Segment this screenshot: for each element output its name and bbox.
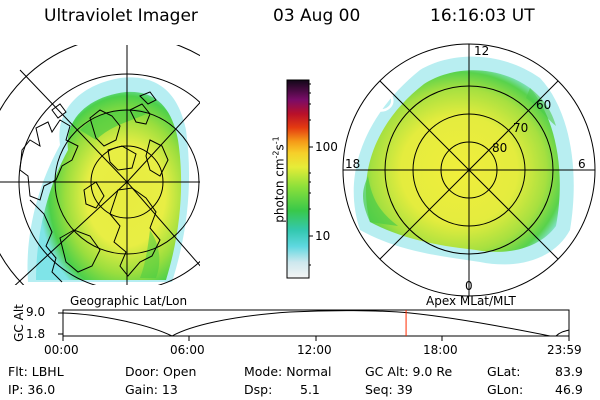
colorbar-axis-label: photon cm-2s-1 [272, 110, 287, 250]
colorbar-unit-sup2: -1 [271, 136, 281, 145]
colorbar-unit-sup1: -2 [271, 150, 281, 159]
time-label: 16:16:03 UT [430, 6, 535, 26]
colorbar-tick-10: 10 [315, 229, 331, 243]
mlt-label-12: 12 [474, 44, 490, 58]
altitude-plot [58, 309, 570, 341]
altitude-curve [62, 310, 570, 337]
ip-status: IP: 36.0 [8, 382, 56, 397]
altitude-ytick-min: 1.8 [26, 327, 46, 341]
app-title: Ultraviolet Imager [44, 6, 198, 26]
mlt-label-6: 6 [578, 157, 586, 171]
apex-caption: Apex MLat/MLT [426, 294, 516, 308]
colorbar-tick-100: 100 [315, 140, 338, 154]
xtick-0600: 06:00 [170, 343, 205, 357]
door-status: Door: Open [125, 364, 197, 379]
glon-label: GLon: [487, 382, 524, 397]
date-label: 03 Aug 00 [273, 6, 361, 26]
gc-alt-status: GC Alt: 9.0 Re [365, 364, 453, 379]
geographic-map [0, 45, 200, 285]
color-bar [286, 79, 313, 279]
dsp-value: 5.1 [300, 382, 320, 397]
xtick-2359: 23:59 [547, 343, 582, 357]
lat-label-60: 60 [536, 98, 552, 112]
glon-value: 46.9 [555, 382, 583, 397]
xtick-0000: 00:00 [44, 343, 79, 357]
filter-status: Flt: LBHL [8, 364, 64, 379]
lat-label-80: 80 [492, 141, 508, 155]
dsp-label: Dsp: [244, 382, 273, 397]
geographic-caption: Geographic Lat/Lon [70, 294, 188, 308]
mode-status: Mode: Normal [244, 364, 332, 379]
glat-label: GLat: [487, 364, 521, 379]
colorbar-unit-text: photon cm [272, 158, 287, 223]
mlt-label-0: 0 [465, 279, 473, 293]
xtick-1800: 18:00 [423, 343, 458, 357]
altitude-ylabel: GC Alt [12, 304, 26, 342]
altitude-ytick-max: 9.0 [26, 305, 46, 319]
colorbar-unit-s: s [272, 144, 287, 151]
xtick-1200: 12:00 [297, 343, 332, 357]
seq-status: Seq: 39 [365, 382, 413, 397]
glat-value: 83.9 [555, 364, 583, 379]
gain-status: Gain: 13 [125, 382, 178, 397]
polar-map [342, 43, 596, 297]
mlt-label-18: 18 [345, 157, 361, 171]
lat-label-70: 70 [513, 121, 529, 135]
